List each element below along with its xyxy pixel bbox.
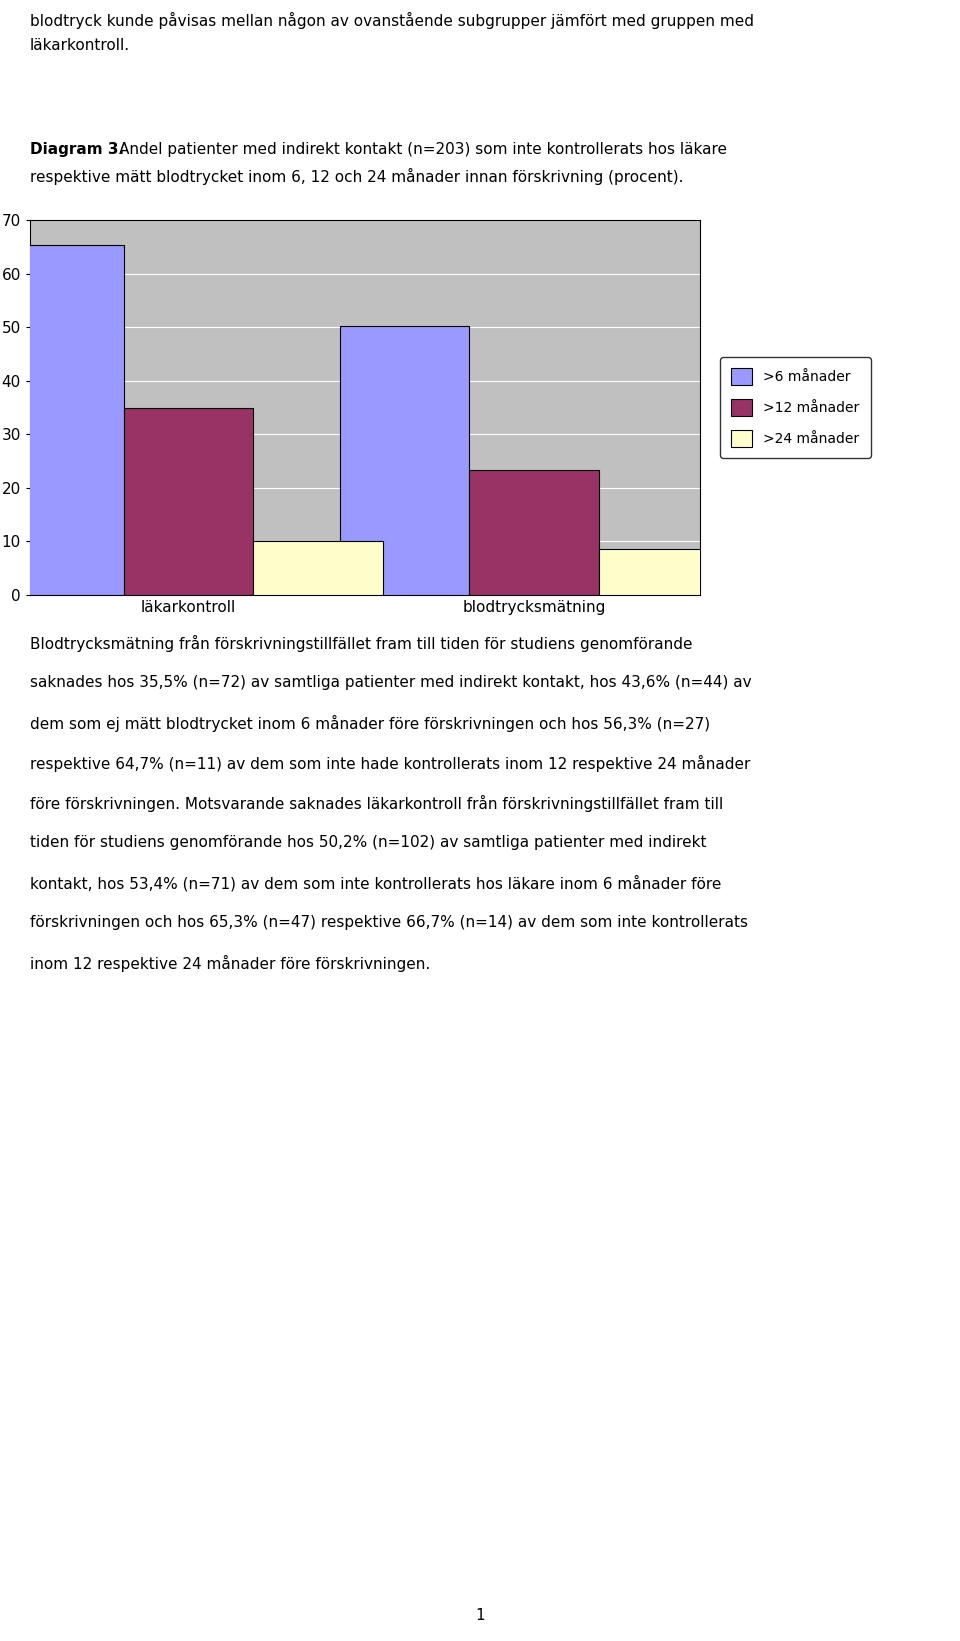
Text: inom 12 respektive 24 månader före förskrivningen.: inom 12 respektive 24 månader före försk… [30,955,430,971]
Bar [253,542,383,596]
Bar [124,407,253,596]
Text: Blodtrycksmätning från förskrivningstillfället fram till tiden för studiens geno: Blodtrycksmätning från förskrivningstill… [30,635,692,651]
Bar [599,550,729,596]
Bar [469,471,599,596]
Text: Diagram 3.: Diagram 3. [30,143,124,158]
Text: läkarkontroll.: läkarkontroll. [30,38,130,53]
Text: före förskrivningen. Motsvarande saknades läkarkontroll från förskrivningstillfä: före förskrivningen. Motsvarande saknade… [30,794,723,812]
Text: respektive mätt blodtrycket inom 6, 12 och 24 månader innan förskrivning (procen: respektive mätt blodtrycket inom 6, 12 o… [30,167,684,185]
Text: 1: 1 [475,1608,485,1623]
Text: blodtryck kunde påvisas mellan någon av ovanstående subgrupper jämfört med grupp: blodtryck kunde påvisas mellan någon av … [30,11,754,30]
Bar [340,327,469,596]
Text: tiden för studiens genomförande hos 50,2% (n=102) av samtliga patienter med indi: tiden för studiens genomförande hos 50,2… [30,835,707,850]
Text: saknades hos 35,5% (n=72) av samtliga patienter med indirekt kontakt, hos 43,6% : saknades hos 35,5% (n=72) av samtliga pa… [30,674,752,689]
Text: dem som ej mätt blodtrycket inom 6 månader före förskrivningen och hos 56,3% (n=: dem som ej mätt blodtrycket inom 6 månad… [30,715,709,732]
Text: kontakt, hos 53,4% (n=71) av dem som inte kontrollerats hos läkare inom 6 månade: kontakt, hos 53,4% (n=71) av dem som int… [30,875,721,891]
Text: förskrivningen och hos 65,3% (n=47) respektive 66,7% (n=14) av dem som inte kont: förskrivningen och hos 65,3% (n=47) resp… [30,916,748,930]
Text: respektive 64,7% (n=11) av dem som inte hade kontrollerats inom 12 respektive 24: respektive 64,7% (n=11) av dem som inte … [30,755,750,771]
Bar [0,245,124,596]
Legend: >6 månader, >12 månader, >24 månader: >6 månader, >12 månader, >24 månader [720,358,871,458]
Text: Andel patienter med indirekt kontakt (n=203) som inte kontrollerats hos läkare: Andel patienter med indirekt kontakt (n=… [119,143,727,158]
